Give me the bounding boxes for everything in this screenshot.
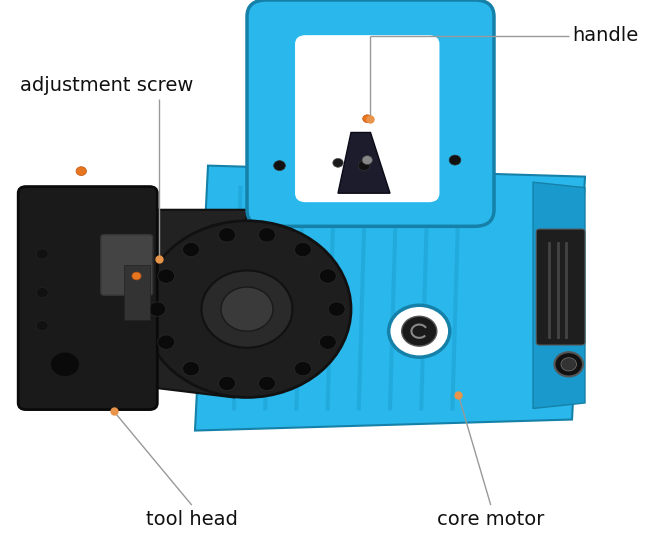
Circle shape — [36, 288, 48, 298]
Circle shape — [333, 158, 343, 167]
Circle shape — [449, 155, 461, 165]
Polygon shape — [143, 210, 247, 397]
FancyBboxPatch shape — [101, 235, 153, 295]
Circle shape — [319, 269, 336, 283]
Circle shape — [389, 305, 450, 357]
FancyBboxPatch shape — [247, 0, 494, 226]
Circle shape — [183, 362, 200, 376]
Circle shape — [358, 161, 370, 171]
Polygon shape — [338, 132, 390, 193]
Circle shape — [36, 249, 48, 259]
Circle shape — [51, 352, 79, 376]
Circle shape — [294, 362, 311, 376]
Circle shape — [158, 269, 175, 283]
Text: core motor: core motor — [437, 511, 545, 529]
Circle shape — [259, 376, 276, 391]
Circle shape — [274, 161, 285, 171]
Circle shape — [328, 302, 345, 316]
Circle shape — [143, 221, 351, 397]
Circle shape — [149, 302, 166, 316]
Circle shape — [554, 352, 583, 376]
FancyBboxPatch shape — [18, 187, 157, 410]
FancyBboxPatch shape — [296, 36, 439, 201]
Text: adjustment screw: adjustment screw — [20, 76, 193, 95]
Circle shape — [363, 115, 372, 123]
Circle shape — [218, 227, 235, 242]
Circle shape — [132, 272, 141, 280]
Polygon shape — [124, 265, 150, 320]
Circle shape — [319, 335, 336, 349]
Circle shape — [183, 242, 200, 257]
Circle shape — [36, 321, 48, 331]
Polygon shape — [195, 166, 585, 431]
Circle shape — [158, 335, 175, 349]
Circle shape — [218, 376, 235, 391]
Circle shape — [402, 316, 437, 346]
Circle shape — [259, 227, 276, 242]
Circle shape — [221, 287, 273, 331]
Text: tool head: tool head — [146, 511, 238, 529]
FancyBboxPatch shape — [536, 229, 585, 345]
Text: handle: handle — [572, 26, 638, 45]
Circle shape — [561, 358, 577, 371]
Polygon shape — [533, 182, 585, 408]
Circle shape — [76, 167, 86, 176]
Circle shape — [202, 270, 292, 348]
Circle shape — [294, 242, 311, 257]
Circle shape — [362, 156, 372, 164]
